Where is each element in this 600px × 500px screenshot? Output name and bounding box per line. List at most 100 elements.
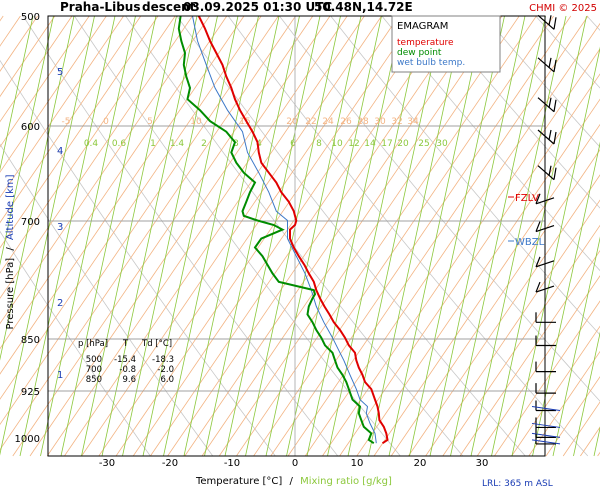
isotherm [270,15,572,457]
table-cell: 6.0 [160,375,174,385]
credit-label: CHMI © 2025 [529,3,597,14]
wind-barb [531,417,561,429]
wind-barb-flag [553,17,557,30]
p-tick-700: 700 [21,217,40,228]
isotherm [218,15,520,457]
p-tick-850: 850 [21,335,40,346]
sounding-mode: descent [142,0,196,14]
table-cell: -15.4 [114,355,136,365]
alt-tick-1: 1 [57,370,63,381]
isotherm [476,275,600,457]
wind-barb-flag [548,97,552,108]
wind-barb-staff [535,285,555,293]
wind-barb-staff [535,260,555,268]
isotherm [0,15,176,274]
freezing-level-marker: FZLV [508,193,539,204]
isotherm [0,15,73,123]
isotherm [545,376,600,457]
dry-adiabat [0,59,276,457]
isotherm-label: 24 [322,117,334,127]
mixing-ratio-label: 1.4 [170,139,185,149]
mixing-ratio-line [0,15,95,456]
mixing-ratio-line [265,15,362,457]
wind-barbs [531,14,561,445]
wind-barb-flag [535,281,541,293]
isotherm [322,48,600,457]
isotherm [442,224,600,457]
wind-barb-staff [531,432,561,438]
table-header-p: p [hPa] [78,339,108,349]
alt-tick-2: 2 [57,298,63,309]
wind-barb-staff [531,439,561,445]
wind-barb-staff [535,225,555,233]
wind-barb [535,221,555,233]
isotherm-label: 20 [286,117,298,127]
wind-barb-staff [537,14,555,30]
wind-barb [535,256,555,268]
wetbulb-zero-marker: WBZL [508,237,545,248]
mixing-ratio-line [0,15,34,171]
isotherm [0,15,124,198]
isotherm [0,15,296,451]
isotherm [0,15,142,224]
wind-barb-flag [535,221,541,232]
temperature-line [197,15,389,445]
p-tick-600: 600 [21,122,40,133]
isotherm-label: 26 [340,117,352,127]
isotherm [494,300,600,457]
table-header-t: T [122,339,129,349]
isotherm-label: 0 [103,117,109,127]
isotherm [98,15,400,457]
wind-barb-staff [537,97,555,113]
dry-adiabat [0,143,214,457]
mixing-ratio-label: 30 [436,139,448,149]
isotherm [287,15,589,457]
mixing-ratio-line [347,15,444,457]
isotherm [201,15,503,457]
wind-barb [535,193,555,205]
wind-barb-staff [535,197,555,205]
mixing-ratio-label: 3 [233,139,239,149]
wind-barb [531,433,561,445]
table-cell: -2.0 [157,365,174,375]
dry-adiabat [484,15,600,148]
isotherm [64,15,365,457]
table-cell: 9.6 [122,375,136,385]
mixing-ratio-line [429,15,526,457]
p-tick-925: 925 [21,387,40,398]
mixing-ratio-line [245,15,341,457]
mixing-ratio-label: 4 [256,139,262,149]
isotherm [236,15,537,457]
isotherm [184,15,486,457]
mixing-ratio-line [81,15,177,457]
isotherm [29,15,331,457]
altitude-ticks: 5 4 3 2 1 [57,67,63,381]
lrl-label: LRL: 365 m ASL [482,479,553,489]
legend-title: EMAGRAM [397,21,448,32]
wbzl-label: WBZL [515,237,545,248]
wind-barb-flag [548,129,552,141]
mixing-ratio-line [368,15,464,457]
y-axis-sep: / [5,247,16,251]
wind-barb [535,281,555,293]
isotherm [0,15,228,350]
mixing-ratio-line [224,15,321,457]
isotherm-label: 28 [357,117,369,127]
table-cell: -0.8 [119,365,136,375]
level-table: p [hPa] T Td [°C] 500 -15.4 -18.3 700 -0… [78,339,174,385]
mixing-ratio-label: 0.4 [84,139,99,149]
isotherm [0,15,210,325]
dry-adiabat [586,15,600,31]
mixing-ratio-line [204,15,300,457]
wind-barb [537,165,557,181]
wind-barb-flag [548,165,552,176]
mixing-ratio-label: 20 [397,139,409,149]
mixing-ratio-label: 2 [201,139,207,149]
fzlv-label: FZLV [515,193,539,204]
mixing-ratio-line [532,141,600,457]
mixing-ratio-line [0,15,54,266]
wind-barb-staff [531,406,561,412]
isotherm [511,325,600,457]
legend-dewpoint: dew point [397,48,442,58]
t-tick-20: 20 [414,458,427,469]
